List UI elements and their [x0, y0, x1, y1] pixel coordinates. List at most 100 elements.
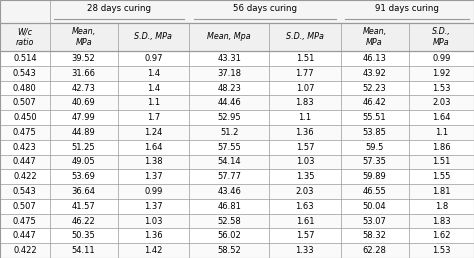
Text: W/c
ratio: W/c ratio	[16, 27, 34, 47]
Text: 1.24: 1.24	[144, 128, 163, 137]
Text: 54.14: 54.14	[217, 157, 241, 166]
Text: 39.52: 39.52	[72, 54, 96, 63]
Text: 0.475: 0.475	[13, 128, 36, 137]
Text: Mean, Mpa: Mean, Mpa	[207, 33, 251, 41]
Text: 1.51: 1.51	[432, 157, 450, 166]
Bar	[0, 214, 474, 228]
Text: 0.450: 0.450	[13, 113, 36, 122]
Text: 53.85: 53.85	[363, 128, 386, 137]
Text: 40.69: 40.69	[72, 98, 96, 107]
Text: 52.23: 52.23	[363, 84, 386, 93]
Text: 36.64: 36.64	[72, 187, 96, 196]
Text: 0.543: 0.543	[13, 69, 36, 78]
Text: 51.2: 51.2	[220, 128, 238, 137]
Bar	[0, 0, 474, 23]
Text: 1.36: 1.36	[296, 128, 314, 137]
Text: 1.1: 1.1	[435, 128, 448, 137]
Text: 62.28: 62.28	[363, 246, 386, 255]
Text: 1.4: 1.4	[147, 69, 160, 78]
Text: 1.92: 1.92	[432, 69, 450, 78]
Text: 1.37: 1.37	[144, 202, 163, 211]
Text: 56.02: 56.02	[217, 231, 241, 240]
Text: 0.447: 0.447	[13, 157, 36, 166]
Text: 58.32: 58.32	[363, 231, 386, 240]
Bar	[0, 51, 474, 66]
Text: 1.35: 1.35	[296, 172, 314, 181]
Text: 44.89: 44.89	[72, 128, 96, 137]
Text: 31.66: 31.66	[72, 69, 96, 78]
Bar	[0, 110, 474, 125]
Bar	[0, 125, 474, 140]
Text: Mean,
MPa: Mean, MPa	[363, 27, 387, 47]
Text: 1.57: 1.57	[296, 143, 314, 152]
Bar	[0, 184, 474, 199]
Text: 52.95: 52.95	[217, 113, 241, 122]
Text: 1.86: 1.86	[432, 143, 451, 152]
Text: 46.55: 46.55	[363, 187, 386, 196]
Text: 50.04: 50.04	[363, 202, 386, 211]
Text: 1.03: 1.03	[296, 157, 314, 166]
Text: 57.55: 57.55	[217, 143, 241, 152]
Text: 91 days curing: 91 days curing	[375, 4, 439, 13]
Text: 0.507: 0.507	[13, 98, 36, 107]
Text: 46.81: 46.81	[217, 202, 241, 211]
Text: 55.51: 55.51	[363, 113, 386, 122]
Bar	[0, 95, 474, 110]
Text: 57.77: 57.77	[217, 172, 241, 181]
Text: 58.52: 58.52	[217, 246, 241, 255]
Text: 53.69: 53.69	[72, 172, 96, 181]
Text: 1.77: 1.77	[296, 69, 314, 78]
Text: 1.8: 1.8	[435, 202, 448, 211]
Text: 0.422: 0.422	[13, 172, 36, 181]
Bar	[0, 140, 474, 155]
Text: 1.07: 1.07	[296, 84, 314, 93]
Text: 0.507: 0.507	[13, 202, 36, 211]
Text: 52.58: 52.58	[217, 216, 241, 225]
Text: 0.475: 0.475	[13, 216, 36, 225]
Text: 43.46: 43.46	[217, 187, 241, 196]
Text: Mean,
MPa: Mean, MPa	[72, 27, 96, 47]
Text: 0.99: 0.99	[144, 187, 163, 196]
Text: 37.18: 37.18	[217, 69, 241, 78]
Text: 2.03: 2.03	[296, 187, 314, 196]
Text: 0.423: 0.423	[13, 143, 36, 152]
Text: 1.4: 1.4	[147, 84, 160, 93]
Text: 56 days curing: 56 days curing	[233, 4, 297, 13]
Bar	[0, 169, 474, 184]
Text: 1.64: 1.64	[144, 143, 163, 152]
Text: 43.31: 43.31	[217, 54, 241, 63]
Text: 41.57: 41.57	[72, 202, 96, 211]
Text: 1.63: 1.63	[296, 202, 314, 211]
Text: 59.89: 59.89	[363, 172, 386, 181]
Text: 0.543: 0.543	[13, 187, 36, 196]
Text: 0.480: 0.480	[13, 84, 36, 93]
Text: 1.33: 1.33	[296, 246, 314, 255]
Text: 2.03: 2.03	[432, 98, 450, 107]
Bar	[0, 228, 474, 243]
Text: 28 days curing: 28 days curing	[87, 4, 151, 13]
Text: 59.5: 59.5	[365, 143, 384, 152]
Text: 43.92: 43.92	[363, 69, 386, 78]
Bar	[0, 243, 474, 258]
Text: 1.51: 1.51	[296, 54, 314, 63]
Text: 1.53: 1.53	[432, 84, 450, 93]
Bar	[0, 199, 474, 214]
Text: 1.83: 1.83	[296, 98, 314, 107]
Bar	[0, 155, 474, 169]
Text: 47.99: 47.99	[72, 113, 96, 122]
Text: 53.07: 53.07	[363, 216, 386, 225]
Bar	[0, 66, 474, 81]
Text: 1.42: 1.42	[144, 246, 163, 255]
Bar	[0, 23, 474, 51]
Text: 1.61: 1.61	[296, 216, 314, 225]
Text: S.D., MPa: S.D., MPa	[135, 33, 172, 41]
Text: 46.13: 46.13	[363, 54, 386, 63]
Text: S.D., MPa: S.D., MPa	[286, 33, 324, 41]
Text: 49.05: 49.05	[72, 157, 95, 166]
Text: 46.42: 46.42	[363, 98, 386, 107]
Text: 42.73: 42.73	[72, 84, 96, 93]
Text: 1.64: 1.64	[432, 113, 450, 122]
Text: 51.25: 51.25	[72, 143, 95, 152]
Text: 1.1: 1.1	[298, 113, 311, 122]
Text: 1.38: 1.38	[144, 157, 163, 166]
